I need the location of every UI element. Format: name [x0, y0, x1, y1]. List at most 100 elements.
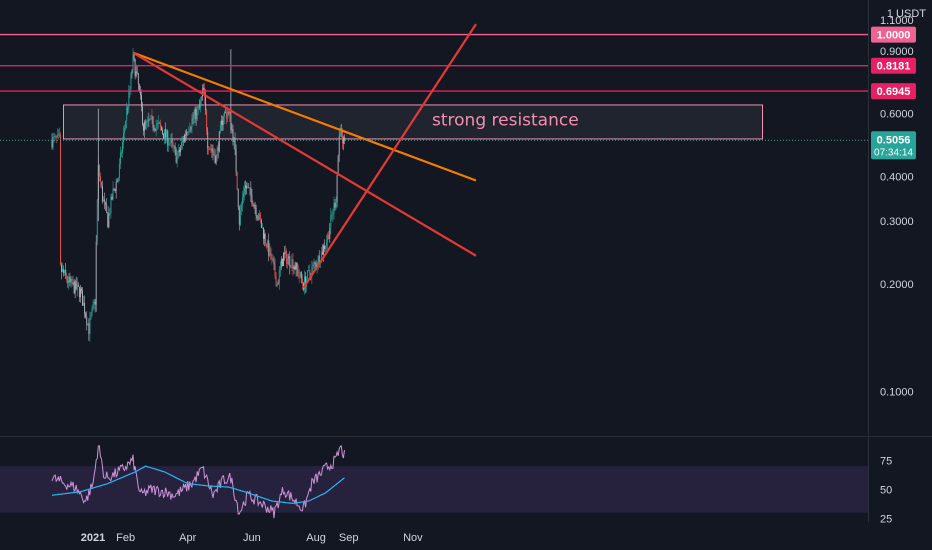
candle — [174, 142, 176, 156]
candle — [75, 276, 77, 291]
candle — [88, 318, 90, 341]
candle — [72, 275, 74, 286]
candle — [102, 180, 103, 204]
candle — [119, 146, 121, 169]
price-tick-label: 0.4000 — [880, 172, 914, 184]
candle — [131, 69, 133, 79]
candle — [258, 209, 260, 221]
trend-line-descending[interactable] — [132, 51, 477, 182]
candle — [245, 180, 247, 196]
candle — [197, 105, 199, 116]
time-tick-label: Aug — [306, 532, 326, 544]
candle — [147, 116, 149, 128]
candle — [121, 149, 122, 157]
candle — [57, 129, 59, 140]
candle — [213, 147, 215, 156]
candle — [246, 181, 248, 195]
time-tick-label: Feb — [116, 532, 135, 544]
svg-text:1.0000: 1.0000 — [877, 30, 911, 42]
candle — [98, 163, 100, 182]
candle — [300, 271, 302, 284]
time-axis[interactable]: 2021 Feb Apr Jun Aug Sep Nov — [81, 532, 423, 544]
candle — [293, 265, 295, 274]
candle — [204, 83, 206, 105]
candle — [220, 115, 222, 131]
candle — [114, 188, 116, 193]
candle — [58, 127, 60, 138]
candle — [156, 120, 158, 131]
candle — [294, 261, 296, 271]
candle — [148, 112, 150, 127]
rsi-pane[interactable] — [0, 445, 868, 519]
candle — [96, 198, 98, 246]
candle — [301, 274, 303, 290]
rsi-line — [51, 445, 345, 519]
candle — [265, 232, 267, 247]
candle — [164, 129, 166, 145]
candle — [274, 258, 276, 280]
candle — [326, 234, 328, 251]
time-tick-label: Jun — [243, 532, 261, 544]
candle — [231, 123, 233, 134]
candle — [248, 182, 250, 189]
candle — [226, 109, 228, 125]
candle — [65, 263, 67, 280]
candle — [238, 205, 240, 231]
svg-text:07:34:14: 07:34:14 — [874, 147, 913, 158]
candle — [185, 130, 187, 143]
svg-text:0.6945: 0.6945 — [877, 86, 911, 98]
candle — [328, 231, 330, 240]
candle — [63, 265, 65, 277]
candle — [264, 229, 265, 247]
candle — [86, 311, 88, 331]
level-price-tag: 0.8181 — [871, 57, 916, 74]
candle — [317, 254, 319, 270]
candle — [82, 287, 83, 306]
price-axis[interactable]: 1 USDT1.10000.90000.80000.60000.40000.30… — [871, 8, 926, 526]
candle — [290, 264, 292, 269]
trend-line-ascending[interactable] — [302, 23, 477, 289]
candle — [278, 265, 280, 290]
candle — [288, 253, 290, 266]
candle — [167, 129, 169, 152]
candle — [66, 272, 68, 284]
candle — [117, 177, 119, 183]
candle — [192, 112, 194, 125]
candle — [186, 128, 188, 139]
candle — [331, 210, 333, 221]
candle — [81, 286, 82, 294]
candle — [266, 243, 268, 249]
candle — [83, 295, 85, 306]
trend-line-descending[interactable] — [132, 51, 477, 257]
candle — [338, 131, 340, 163]
candle — [61, 262, 62, 280]
currency-label[interactable]: 1 USDT — [887, 8, 926, 20]
candle — [215, 154, 217, 166]
candle — [329, 223, 331, 243]
candle — [273, 256, 275, 271]
candle — [285, 245, 287, 259]
candle — [53, 132, 55, 143]
candle — [205, 89, 207, 115]
svg-text:0.5056: 0.5056 — [877, 134, 911, 146]
candle — [162, 127, 163, 136]
candle — [188, 126, 190, 136]
candle — [333, 196, 335, 220]
candle — [99, 172, 101, 188]
candle — [270, 246, 272, 261]
candle — [56, 128, 58, 139]
candle — [297, 264, 299, 279]
candle — [128, 84, 130, 113]
candle — [237, 188, 239, 210]
price-tick-label: 0.6000 — [880, 109, 914, 121]
candle — [180, 136, 182, 151]
rsi-tick-label: 50 — [880, 484, 892, 496]
candle — [105, 201, 107, 211]
candle — [269, 243, 271, 258]
candle — [206, 108, 208, 135]
candle — [135, 64, 137, 78]
candle — [68, 273, 70, 290]
